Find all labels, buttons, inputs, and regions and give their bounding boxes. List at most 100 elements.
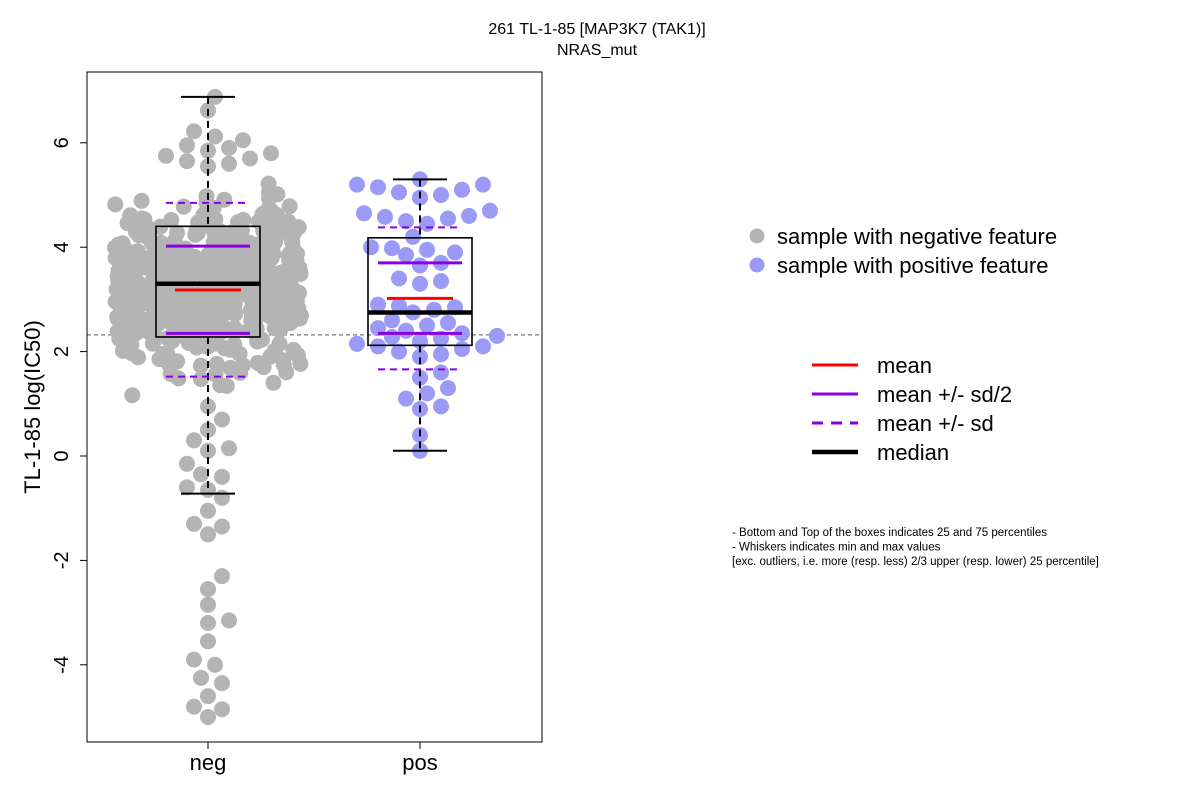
neg-point: [109, 268, 126, 285]
neg-point: [255, 222, 272, 239]
pos-point: [384, 240, 400, 257]
pos-point: [461, 207, 477, 224]
pos-point: [489, 327, 505, 344]
neg-point: [200, 596, 216, 613]
pos-point: [419, 215, 435, 232]
neg-point: [136, 211, 153, 228]
pos-point: [370, 179, 386, 196]
points-layer: [107, 88, 505, 725]
neg-point: [193, 466, 209, 483]
neg-point: [179, 455, 195, 472]
neg-point: [221, 140, 237, 156]
neg-point: [200, 398, 216, 415]
neg-point: [112, 243, 129, 260]
neg-point: [211, 263, 228, 280]
note-line: [exc. outliers, i.e. more (resp. less) 2…: [732, 556, 1099, 568]
pos-point: [440, 210, 456, 227]
pos-point: [419, 241, 435, 258]
neg-point: [179, 153, 195, 170]
neg-point: [162, 365, 179, 382]
neg-point: [280, 262, 297, 279]
pos-point: [398, 213, 414, 230]
neg-point: [243, 248, 259, 265]
neg-point: [222, 341, 239, 358]
x-tick-label-neg: neg: [190, 750, 227, 775]
pos-point: [384, 312, 400, 329]
neg-point: [255, 359, 272, 376]
notes: - Bottom and Top of the boxes indicates …: [732, 527, 1099, 568]
neg-point: [285, 241, 302, 258]
neg-point: [133, 192, 150, 209]
pos-point: [370, 338, 386, 355]
neg-point: [234, 357, 251, 374]
neg-point: [179, 137, 195, 154]
pos-point: [349, 335, 365, 352]
neg-point: [193, 371, 209, 388]
neg-point: [248, 304, 265, 320]
neg-point: [188, 339, 205, 356]
legend: sample with negative feature sample with …: [749, 224, 1057, 465]
neg-point: [226, 303, 243, 320]
pos-point: [454, 181, 470, 198]
pos-point: [412, 275, 428, 292]
neg-point: [214, 489, 230, 506]
neg-point: [124, 387, 141, 404]
pos-point: [433, 273, 449, 290]
pos-point: [440, 380, 456, 397]
pos-point: [454, 341, 470, 357]
legend-point-label: sample with positive feature: [777, 253, 1048, 278]
neg-point: [109, 323, 126, 340]
neg-point: [186, 698, 202, 715]
plot-frame: [86, 71, 543, 743]
pos-point: [398, 390, 414, 407]
neg-point: [214, 568, 230, 585]
pos-point: [377, 208, 393, 225]
neg-point: [221, 612, 237, 629]
legend-line-label: mean: [877, 353, 932, 378]
neg-point: [255, 235, 271, 252]
neg-point: [186, 651, 202, 668]
neg-point: [121, 331, 138, 348]
pos-point: [391, 184, 407, 201]
neg-point: [272, 215, 289, 232]
neg-point: [200, 502, 216, 519]
pos-point: [419, 317, 435, 334]
box-layer: [155, 95, 473, 495]
neg-point: [214, 701, 230, 718]
neg-point: [200, 158, 216, 175]
neg-point: [205, 315, 221, 332]
note-line: - Whiskers indicates min and max values: [732, 542, 941, 554]
pos-point: [475, 176, 491, 193]
neg-point: [200, 421, 216, 438]
y-tick-label: 0: [51, 450, 73, 461]
pos-point: [433, 398, 449, 415]
neg-point: [198, 188, 215, 205]
pos-point: [412, 348, 428, 365]
pos-point: [391, 297, 407, 314]
y-axis-label: TL-1-85 log(IC50): [20, 320, 45, 494]
neg-point: [200, 615, 216, 631]
pos-point: [412, 369, 428, 386]
y-tick-label: 6: [51, 137, 73, 148]
legend-point-swatch: [749, 257, 765, 273]
neg-point: [117, 283, 134, 300]
neg-point: [223, 224, 239, 241]
neg-point: [221, 155, 237, 172]
neg-point: [270, 291, 287, 308]
neg-point: [214, 518, 230, 535]
neg-point: [128, 224, 144, 240]
neg-point: [214, 411, 230, 428]
neg-point: [261, 184, 277, 201]
neg-point: [200, 581, 216, 598]
legend-line-label: mean +/- sd: [877, 411, 994, 436]
neg-point: [222, 359, 239, 376]
neg-point: [214, 675, 230, 692]
neg-point: [263, 250, 280, 267]
neg-point: [150, 315, 167, 332]
neg-point: [200, 709, 216, 725]
chart-title: 261 TL-1-85 [MAP3K7 (TAK1)]: [488, 21, 705, 38]
pos-point: [398, 322, 414, 339]
neg-point: [186, 515, 202, 532]
neg-point: [280, 280, 297, 297]
pos-point: [363, 239, 379, 256]
